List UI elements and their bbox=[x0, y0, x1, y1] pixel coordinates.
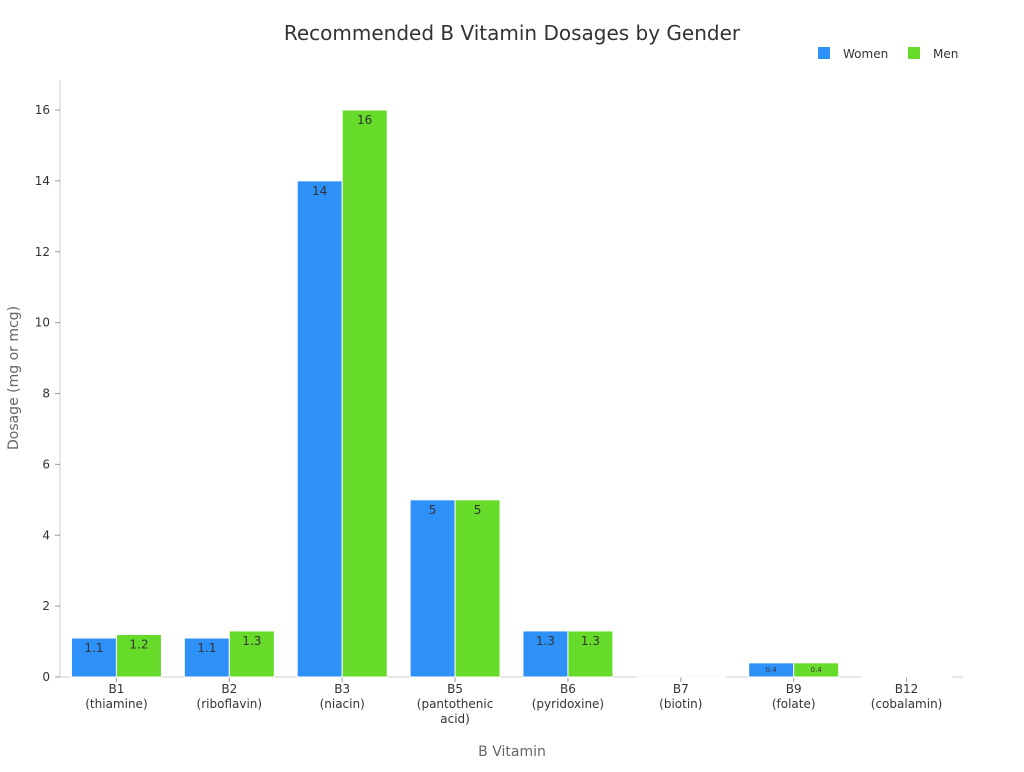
data-label: 1.3 bbox=[536, 634, 555, 648]
y-tick-label: 0 bbox=[42, 670, 50, 684]
x-tick-label: B9(folate) bbox=[772, 682, 816, 711]
bar-women[interactable] bbox=[636, 676, 681, 677]
data-label: 14 bbox=[312, 184, 327, 198]
y-tick-label: 2 bbox=[42, 599, 50, 613]
x-tick-label: B6(pyridoxine) bbox=[532, 682, 604, 711]
y-tick-label: 6 bbox=[42, 457, 50, 471]
data-label: 0.4 bbox=[766, 666, 778, 674]
bar-men[interactable] bbox=[455, 500, 500, 677]
x-tick-label: B3(niacin) bbox=[320, 682, 365, 711]
data-label: 1.3 bbox=[581, 634, 600, 648]
x-tick-label: B2(riboflavin) bbox=[197, 682, 263, 711]
data-label: 1.2 bbox=[129, 637, 148, 651]
data-label: 1.1 bbox=[84, 641, 103, 655]
x-tick-label: B7(biotin) bbox=[659, 682, 702, 711]
y-tick-label: 12 bbox=[35, 245, 50, 259]
data-label: 5 bbox=[429, 503, 437, 517]
x-axis-label: B Vitamin bbox=[478, 744, 546, 760]
bar-men[interactable] bbox=[342, 110, 387, 677]
bar-women[interactable] bbox=[297, 181, 342, 677]
bar-men[interactable] bbox=[681, 676, 726, 677]
y-axis-label: Dosage (mg or mcg) bbox=[6, 306, 22, 450]
data-label: 1.3 bbox=[242, 634, 261, 648]
data-label: 5 bbox=[474, 503, 482, 517]
legend-label-women[interactable]: Women bbox=[843, 47, 888, 61]
y-tick-label: 4 bbox=[42, 528, 50, 542]
bar-women[interactable] bbox=[410, 500, 455, 677]
x-tick-label: B1(thiamine) bbox=[85, 682, 147, 711]
chart-title: Recommended B Vitamin Dosages by Gender bbox=[284, 21, 741, 45]
y-tick-label: 8 bbox=[42, 387, 50, 401]
y-tick-label: 10 bbox=[35, 316, 50, 330]
x-tick-label: B12(cobalamin) bbox=[871, 682, 943, 711]
data-label: 16 bbox=[357, 113, 372, 127]
data-label: 0.4 bbox=[811, 666, 823, 674]
y-tick-label: 16 bbox=[35, 103, 50, 117]
data-label: 1.1 bbox=[197, 641, 216, 655]
legend-swatch-women[interactable] bbox=[818, 47, 830, 59]
legend-label-men[interactable]: Men bbox=[933, 47, 958, 61]
legend-swatch-men[interactable] bbox=[908, 47, 920, 59]
y-tick-label: 14 bbox=[35, 174, 50, 188]
